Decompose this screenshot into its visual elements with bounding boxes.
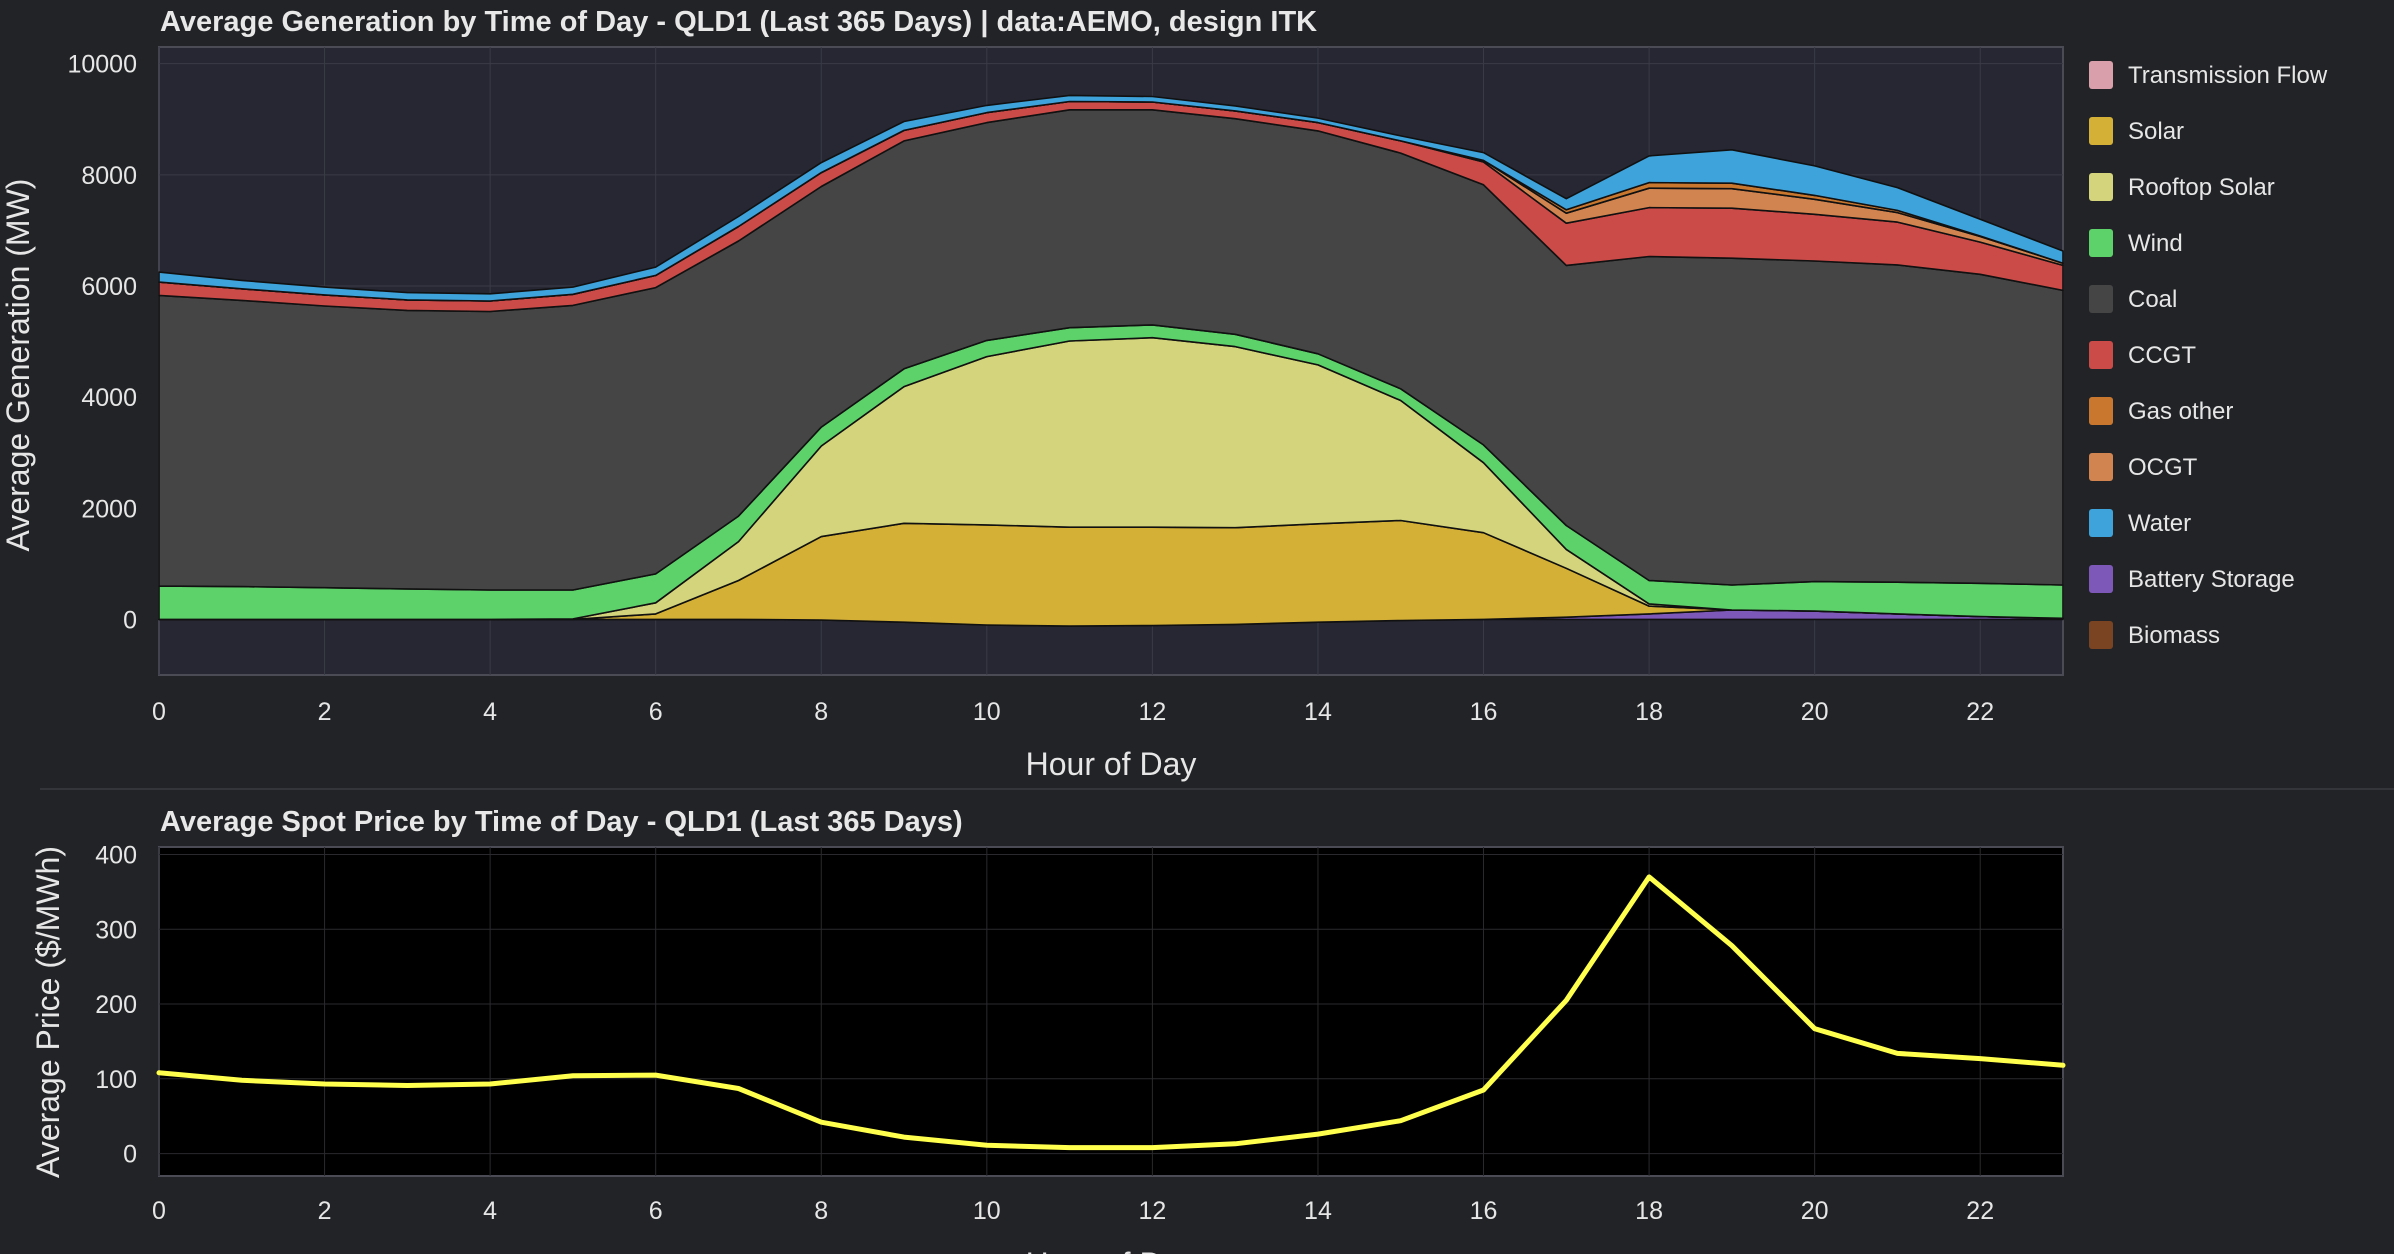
legend-swatch	[2089, 397, 2113, 425]
price-x-tick-label: 16	[1470, 1197, 1498, 1225]
generation-x-tick-label: 6	[649, 698, 663, 726]
legend-item-wind: Wind	[2089, 229, 2183, 257]
generation-x-tick-label: 12	[1138, 698, 1166, 726]
legend-swatch	[2089, 453, 2113, 481]
price-series	[156, 874, 2066, 1151]
price-x-ticks: 0 2 4 6 8 10 12 14 16 18 20 22	[152, 1197, 1994, 1225]
price-x-tick-label: 14	[1304, 1197, 1332, 1225]
price-y-ticks: 0 100 200 300 400	[95, 841, 137, 1168]
legend-label: Biomass	[2128, 622, 2220, 649]
legend-swatch	[2089, 341, 2113, 369]
generation-x-tick-label: 0	[152, 698, 166, 726]
legend-label: Transmission Flow	[2128, 62, 2328, 89]
legend-item-water: Water	[2089, 509, 2191, 537]
legend-label: Water	[2128, 510, 2191, 537]
generation-y-tick-label: 0	[123, 606, 137, 634]
generation-x-tick-label: 14	[1304, 698, 1332, 726]
generation-x-tick-label: 8	[814, 698, 828, 726]
generation-x-tick-label: 10	[973, 698, 1001, 726]
generation-stacked-areas	[158, 94, 2064, 627]
legend-item-ocgt: OCGT	[2089, 453, 2198, 481]
legend-label: Solar	[2128, 118, 2184, 145]
generation-y-axis-label: Average Generation (MW)	[0, 179, 36, 552]
generation-x-tick-label: 2	[318, 698, 332, 726]
legend-item-solar: Solar	[2089, 117, 2184, 145]
legend-item-rooftop-solar: Rooftop Solar	[2089, 173, 2275, 201]
legend-label: Coal	[2128, 286, 2177, 313]
price-y-tick-label: 0	[123, 1141, 137, 1169]
legend-swatch	[2089, 61, 2113, 89]
generation-y-tick-label: 10000	[67, 51, 137, 79]
legend-swatch	[2089, 565, 2113, 593]
legend-label: Battery Storage	[2128, 566, 2295, 593]
generation-y-ticks: 0 2000 4000 6000 8000 10000	[67, 51, 137, 635]
generation-y-tick-label: 2000	[81, 495, 137, 523]
legend-label: Gas other	[2128, 398, 2233, 425]
legend-item-biomass: Biomass	[2089, 621, 2220, 649]
price-x-tick-label: 10	[973, 1197, 1001, 1225]
generation-x-tick-label: 22	[1966, 698, 1994, 726]
price-y-tick-label: 400	[95, 841, 137, 869]
price-y-tick-label: 200	[95, 991, 137, 1019]
price-chart-title: Average Spot Price by Time of Day - QLD1…	[160, 806, 963, 838]
legend-label: OCGT	[2128, 454, 2198, 481]
price-x-axis-label: Hour of Day	[1026, 1246, 1197, 1254]
generation-y-tick-label: 4000	[81, 384, 137, 412]
price-x-tick-label: 22	[1966, 1197, 1994, 1225]
price-x-tick-label: 0	[152, 1197, 166, 1225]
legend-swatch	[2089, 173, 2113, 201]
price-line	[156, 874, 2066, 1151]
generation-chart-title: Average Generation by Time of Day - QLD1…	[160, 6, 1317, 38]
price-chart: Average Spot Price by Time of Day - QLD1…	[30, 806, 2066, 1254]
generation-y-tick-label: 6000	[81, 273, 137, 301]
legend-label: Wind	[2128, 230, 2183, 257]
legend-swatch	[2089, 621, 2113, 649]
price-x-tick-label: 4	[483, 1197, 497, 1225]
price-plot-area	[158, 846, 2064, 1177]
price-grid	[158, 847, 2063, 1176]
generation-x-axis-label: Hour of Day	[1026, 746, 1197, 782]
price-y-tick-label: 300	[95, 916, 137, 944]
generation-legend: Transmission Flow Solar Rooftop Solar Wind C…	[2089, 61, 2328, 649]
generation-x-tick-label: 4	[483, 698, 497, 726]
legend-swatch	[2089, 509, 2113, 537]
price-x-tick-label: 12	[1138, 1197, 1166, 1225]
area-water	[158, 94, 2064, 302]
generation-x-tick-label: 20	[1801, 698, 1829, 726]
generation-x-ticks: 0 2 4 6 8 10 12 14 16 18 20 22	[152, 698, 1994, 726]
legend-item-transmission-flow: Transmission Flow	[2089, 61, 2328, 89]
price-x-tick-label: 2	[318, 1197, 332, 1225]
generation-x-tick-label: 16	[1470, 698, 1498, 726]
legend-label: CCGT	[2128, 342, 2196, 369]
price-x-tick-label: 18	[1635, 1197, 1663, 1225]
generation-x-tick-label: 18	[1635, 698, 1663, 726]
price-x-tick-label: 6	[649, 1197, 663, 1225]
generation-y-tick-label: 8000	[81, 162, 137, 190]
price-y-tick-label: 100	[95, 1066, 137, 1094]
price-y-axis-label: Average Price ($/MWh)	[30, 846, 66, 1178]
legend-label: Rooftop Solar	[2128, 174, 2275, 201]
price-x-tick-label: 8	[814, 1197, 828, 1225]
legend-item-gas-other: Gas other	[2089, 397, 2233, 425]
legend-swatch	[2089, 117, 2113, 145]
legend-item-coal: Coal	[2089, 285, 2177, 313]
legend-swatch	[2089, 285, 2113, 313]
generation-chart: Average Generation by Time of Day - QLD1…	[0, 6, 2328, 782]
legend-item-battery-storage: Battery Storage	[2089, 565, 2295, 593]
legend-item-ccgt: CCGT	[2089, 341, 2196, 369]
legend-swatch	[2089, 229, 2113, 257]
price-x-tick-label: 20	[1801, 1197, 1829, 1225]
